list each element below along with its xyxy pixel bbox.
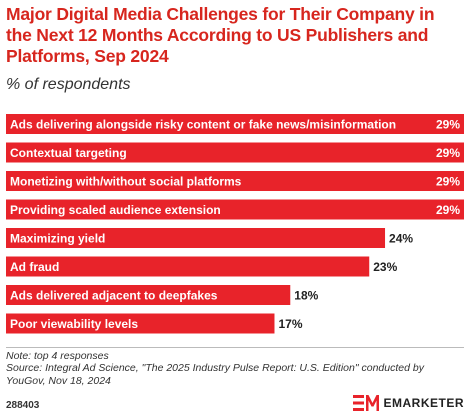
chart-title: Major Digital Media Challenges for Their…: [6, 4, 435, 66]
data-label: 23%: [373, 260, 397, 274]
category-label: Ads delivered adjacent to deepfakes: [10, 289, 218, 303]
data-label: 29%: [436, 118, 460, 132]
bar: [6, 171, 464, 191]
bar: [6, 285, 291, 305]
bar: [6, 313, 275, 334]
data-label: 17%: [278, 317, 302, 331]
category-label: Contextual targeting: [10, 146, 127, 160]
bar: [6, 142, 464, 163]
data-label: 24%: [389, 232, 413, 246]
category-label: Ad fraud: [10, 260, 59, 274]
footer-divider: [6, 347, 464, 348]
brand-name: EMARKETER: [383, 396, 464, 410]
category-label: Ads delivering alongside risky content o…: [10, 118, 396, 132]
category-label: Monetizing with/without social platforms: [10, 175, 242, 189]
category-label: Poor viewability levels: [10, 317, 138, 331]
chart-subtitle: % of respondents: [6, 76, 131, 93]
bar: [6, 199, 464, 220]
em-logo-icon: [353, 395, 380, 411]
category-label: Maximizing yield: [10, 232, 105, 246]
brand: EMARKETER: [353, 395, 464, 411]
data-label: 29%: [436, 175, 460, 189]
bar: [6, 114, 464, 134]
data-label: 29%: [436, 146, 460, 160]
data-label: 18%: [294, 289, 318, 303]
bar: [6, 228, 386, 248]
chart-note: Note: top 4 responses: [6, 350, 109, 362]
bar: [6, 256, 370, 277]
category-label: Providing scaled audience extension: [10, 203, 221, 217]
chart-id: 288403: [6, 400, 40, 411]
data-label: 29%: [436, 203, 460, 217]
bar-chart: Ads delivering alongside risky content o…: [6, 114, 464, 334]
chart-source: Source: Integral Ad Science, "The 2025 I…: [6, 362, 424, 387]
